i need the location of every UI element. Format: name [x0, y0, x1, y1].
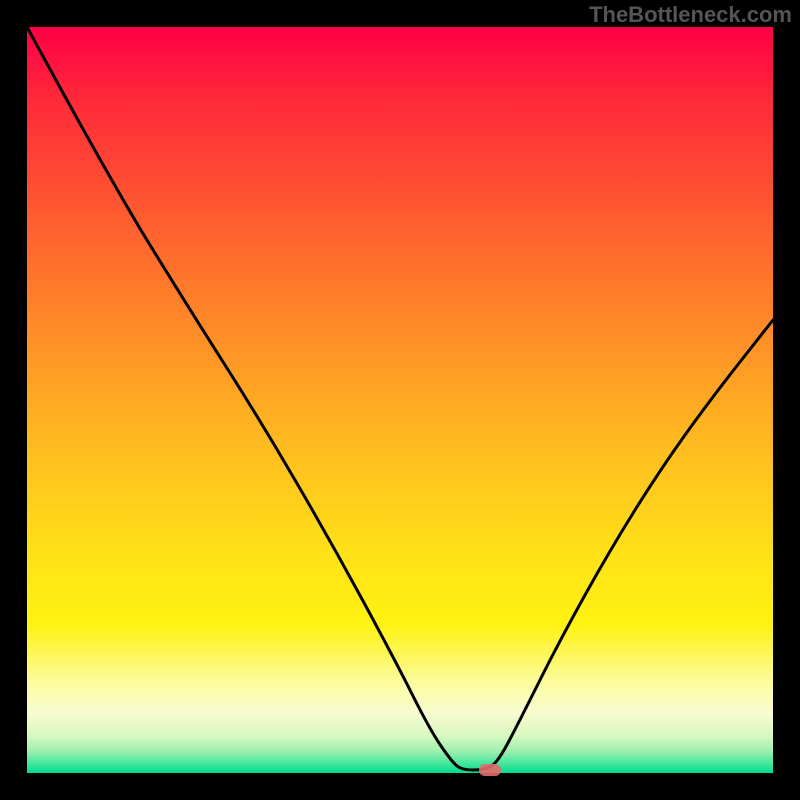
chart-container: TheBottleneck.com [0, 0, 800, 800]
chart-background [27, 27, 773, 773]
attribution-text: TheBottleneck.com [589, 2, 792, 28]
optimal-point-marker [479, 764, 501, 776]
bottleneck-chart [0, 0, 800, 800]
